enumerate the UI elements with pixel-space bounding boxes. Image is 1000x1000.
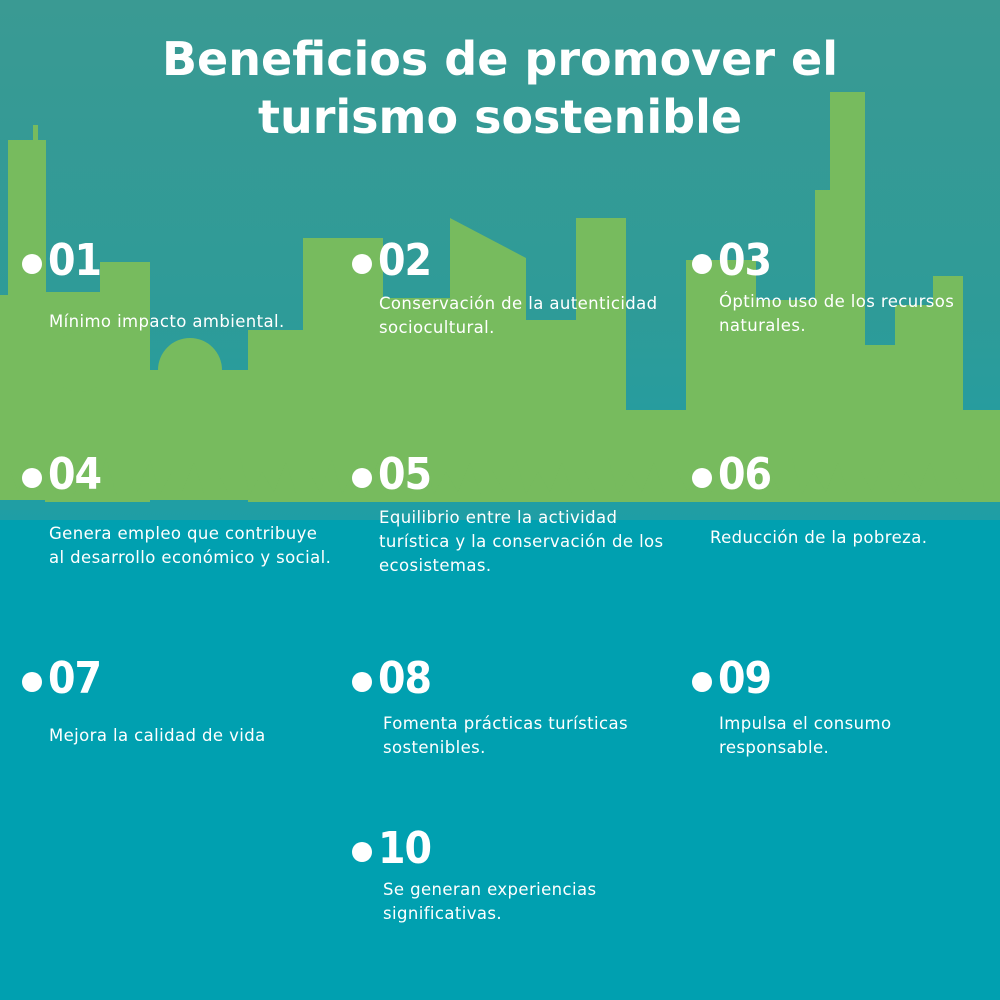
bullet-dot-icon <box>22 672 42 692</box>
benefit-item-09: 09 Impulsa el consumo responsable. <box>692 654 992 760</box>
benefit-item-10: 10 Se generan experiencias significativa… <box>352 824 672 926</box>
benefit-item-02: 02 Conservación de la autenticidad socio… <box>352 236 672 340</box>
benefit-item-08: 08 Fomenta prácticas turísticas sostenib… <box>352 654 672 760</box>
benefit-text: Genera empleo que contribuye al desarrol… <box>49 524 332 567</box>
benefit-item-05: 05 Equilibrio entre la actividad turísti… <box>352 450 682 578</box>
bullet-dot-icon <box>22 254 42 274</box>
benefit-text: Mejora la calidad de vida <box>49 726 266 745</box>
benefit-item-01: 01 Mínimo impacto ambiental. <box>22 236 322 334</box>
benefit-item-03: 03 Óptimo uso de los recursos naturales. <box>692 236 992 338</box>
bullet-dot-icon <box>22 468 42 488</box>
bullet-dot-icon <box>692 468 712 488</box>
benefit-text: Impulsa el consumo responsable. <box>719 714 892 757</box>
bullet-dot-icon <box>352 254 372 274</box>
benefit-number: 10 <box>378 823 432 874</box>
benefit-item-04: 04 Genera empleo que contribuye al desar… <box>22 450 352 570</box>
benefit-number: 08 <box>378 653 432 704</box>
bullet-dot-icon <box>352 842 372 862</box>
benefit-item-06: 06 Reducción de la pobreza. <box>692 450 992 550</box>
benefit-text: Conservación de la autenticidad sociocul… <box>379 294 658 337</box>
benefit-number: 07 <box>48 653 102 704</box>
benefit-number: 05 <box>378 449 432 500</box>
benefit-text: Mínimo impacto ambiental. <box>49 312 285 331</box>
benefit-number: 06 <box>718 449 772 500</box>
benefit-number: 02 <box>378 235 432 286</box>
benefit-item-07: 07 Mejora la calidad de vida <box>22 654 322 748</box>
benefit-text: Reducción de la pobreza. <box>710 528 928 547</box>
benefit-text: Óptimo uso de los recursos naturales. <box>719 292 955 335</box>
benefit-text: Equilibrio entre la actividad turística … <box>379 508 664 575</box>
benefit-number: 09 <box>718 653 772 704</box>
page-title: Beneficios de promover el turismo sosten… <box>0 30 1000 146</box>
benefit-text: Fomenta prácticas turísticas sostenibles… <box>383 714 628 757</box>
city-skyline-illustration <box>0 92 1000 502</box>
benefit-number: 03 <box>718 235 772 286</box>
bullet-dot-icon <box>352 468 372 488</box>
benefit-text: Se generan experiencias significativas. <box>383 880 597 923</box>
bullet-dot-icon <box>352 672 372 692</box>
bullet-dot-icon <box>692 254 712 274</box>
benefit-number: 04 <box>48 449 102 500</box>
title-line-1: Beneficios de promover el <box>161 32 839 86</box>
benefit-number: 01 <box>48 235 102 286</box>
title-line-2: turismo sostenible <box>257 90 743 144</box>
bullet-dot-icon <box>692 672 712 692</box>
